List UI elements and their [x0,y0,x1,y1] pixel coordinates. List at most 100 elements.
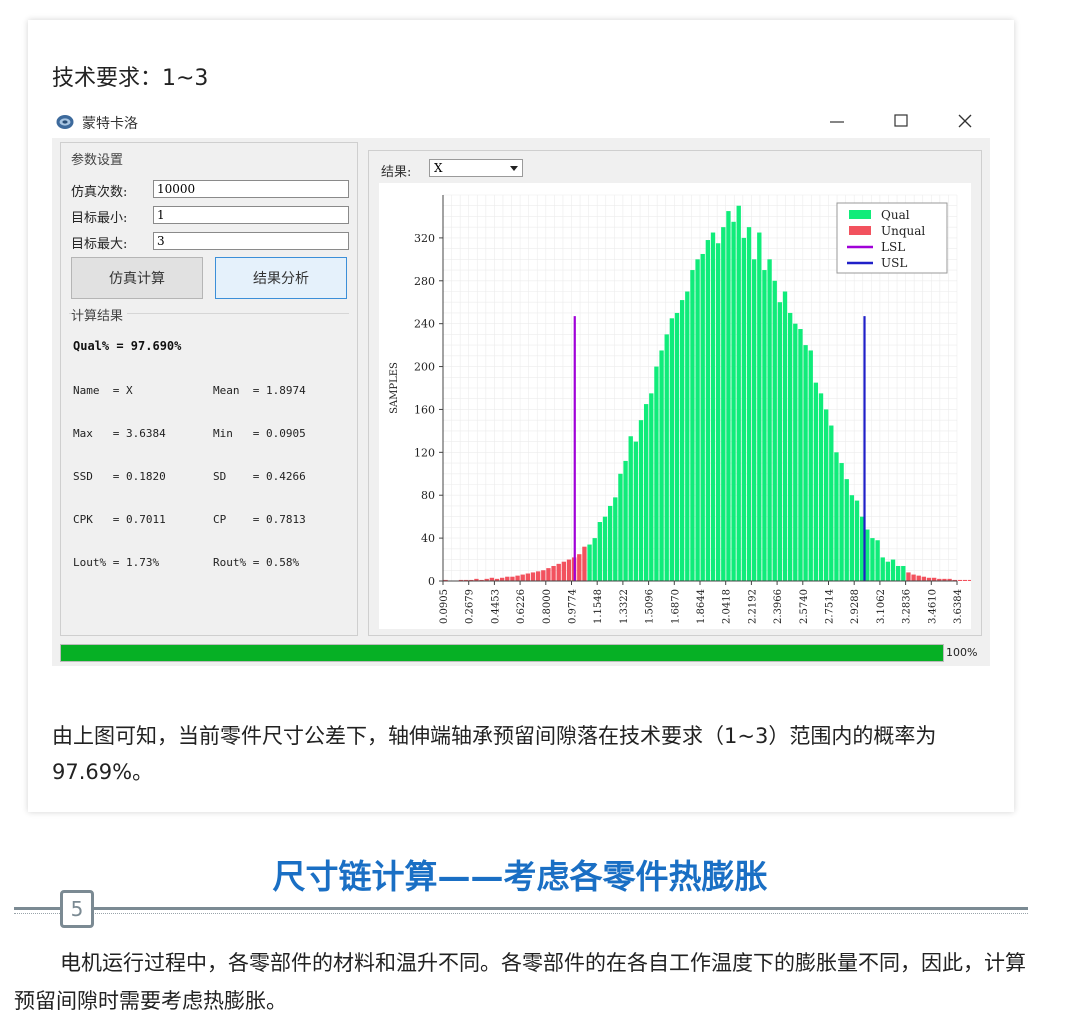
qual-bar [674,312,680,581]
qual-bar [664,334,669,581]
param-group-label: 参数设置 [71,153,124,168]
qual-bar [685,291,690,581]
unqual-bar [911,574,916,581]
x-tick-label: 0.8000 [542,589,553,624]
qual-bar [854,500,860,581]
unqual-bar [952,579,957,581]
qual-bar [587,544,592,581]
y-tick-label: 40 [421,532,435,545]
y-axis-label: SAMPLES [389,362,400,414]
unqual-bar [525,573,531,581]
divider [69,313,349,314]
monte-carlo-window: 蒙特卡洛 参数设置 仿真次数: 10000 目标最小: 1 目标最大: 3 仿真… [52,104,1014,666]
unqual-bar [458,579,464,581]
unqual-bar [556,563,561,581]
requirement-text: 技术要求：1~3 [52,66,209,91]
qual-bar [793,323,798,581]
unqual-bar [926,577,932,581]
qual-percent: Qual% = 97.690% [73,339,182,353]
unqual-bar [937,578,942,581]
target-min-label: 目标最小: [71,211,128,226]
legend-label-usl: USL [881,256,907,270]
stat-max: Max = 3.6384 [73,427,166,440]
unqual-bar [561,561,567,581]
section-title: 尺寸链计算——考虑各零件热膨胀 [272,857,768,896]
qual-bar [844,479,849,581]
progress-label: 100% [946,646,978,659]
x-tick-label: 0.4453 [490,589,501,624]
qual-bar [613,497,618,581]
result-selector-dropdown[interactable]: X [429,159,523,177]
stat-min: Min = 0.0905 [213,427,306,440]
unqual-bar [541,570,546,581]
unqual-bar [505,576,510,581]
x-tick-label: 1.3322 [619,589,630,624]
qual-bar [659,350,664,581]
x-tick-label: 1.5096 [645,589,656,624]
qual-bar [870,538,875,581]
section-number: 5 [60,890,94,928]
unqual-bar [530,572,536,581]
qual-bar [618,473,623,581]
unqual-bar [515,575,520,581]
y-tick-label: 320 [414,232,435,245]
target-min-input[interactable]: 1 [153,206,349,224]
analyze-button[interactable]: 结果分析 [215,257,347,299]
progress-fill [61,645,943,661]
qual-bar [731,221,736,582]
qual-bar [746,227,752,581]
qual-bar [865,529,870,581]
legend-label-qual: Qual [881,208,910,222]
qual-bar [901,565,906,581]
unqual-bar [494,578,500,581]
target-max-input[interactable]: 3 [153,232,349,250]
qual-bar [762,270,767,581]
result-selector-label: 结果: [381,165,412,180]
section-rule-dots [14,913,1028,914]
qual-bar [669,318,675,581]
x-tick-label: 0.6226 [516,589,527,624]
qual-bar [736,205,741,581]
qual-bar [808,350,813,581]
y-tick-label: 120 [414,446,435,459]
qual-bar [741,237,747,581]
qual-bar [679,300,685,581]
qual-bar [649,393,654,581]
qual-bar [710,232,716,581]
qual-bar [607,505,613,581]
qual-bar [757,232,762,581]
qual-bar [798,329,803,581]
qual-bar [705,240,711,581]
x-tick-label: 0.2679 [465,589,476,624]
unqual-bar [957,579,963,581]
qual-bar [597,522,603,581]
qual-bar [782,291,788,581]
qual-bar [633,441,639,581]
progress-bar [60,644,944,662]
sim-count-label: 仿真次数: [71,185,128,200]
x-tick-label: 1.6870 [670,589,681,624]
unqual-bar [921,576,927,581]
y-tick-label: 280 [414,275,435,288]
unqual-bar [906,572,911,581]
legend-label-unqual: Unqual [881,224,925,238]
body-paragraph: 电机运行过程中，各零部件的材料和温升不同。各零部件的在各自工作温度下的膨胀量不同… [14,951,1026,1013]
result-selector-value: X [434,161,443,175]
stat-mean: Mean = 1.8974 [213,384,306,397]
stat-name: Name = X [73,384,133,397]
sim-count-input[interactable]: 10000 [153,180,349,198]
qual-bar [690,270,695,581]
results-group-label: 计算结果 [71,305,128,324]
close-icon[interactable] [950,110,980,132]
x-tick-label: 2.9288 [850,589,861,624]
y-tick-label: 160 [414,403,435,416]
maximize-icon[interactable] [886,110,916,132]
unqual-bar [484,578,489,581]
unqual-bar [942,578,947,581]
qual-bar [592,538,597,581]
simulate-button[interactable]: 仿真计算 [71,257,203,299]
unqual-bar [520,574,525,581]
minimize-icon[interactable] [822,110,852,132]
unqual-bar [443,579,448,581]
qual-bar [772,280,777,581]
